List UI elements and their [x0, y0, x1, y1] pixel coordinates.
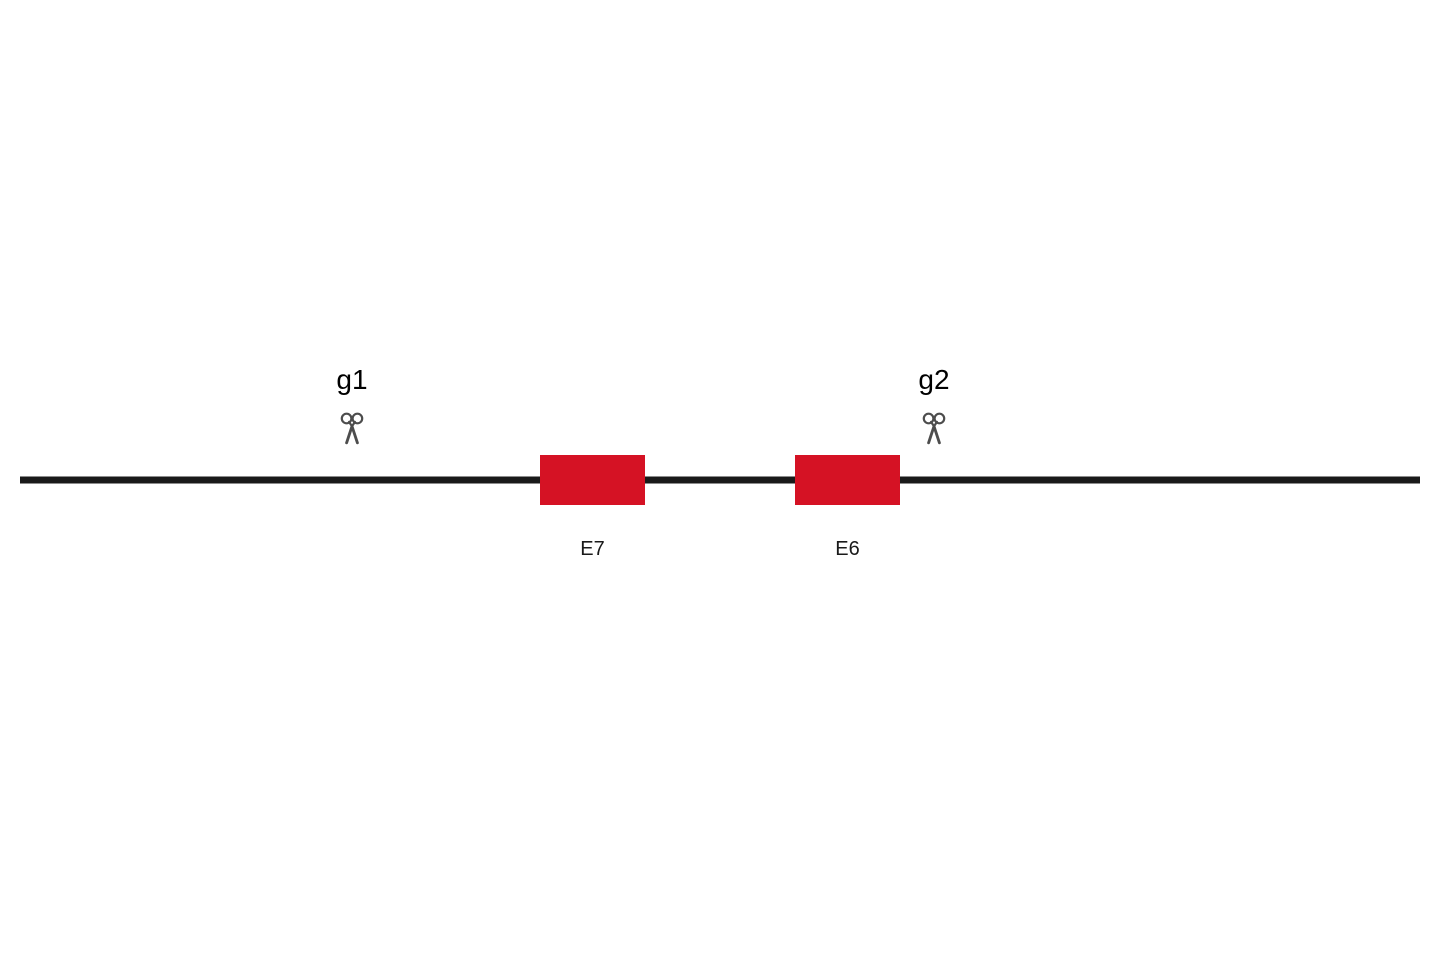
exons-group: E7 E6 [540, 455, 900, 560]
exon-label-e6: E6 [835, 538, 859, 560]
scissors-icon [342, 414, 362, 443]
scissors-icon [924, 414, 944, 443]
exon-e7 [540, 455, 645, 505]
cut-site-label-g2: g2 [918, 364, 949, 395]
cut-sites-group: g1 g2 [336, 364, 949, 443]
exon-label-e7: E7 [580, 538, 604, 560]
gene-diagram: E7 E6 g1 g2 [0, 0, 1440, 960]
cut-site-label-g1: g1 [336, 364, 367, 395]
exon-e6 [795, 455, 900, 505]
